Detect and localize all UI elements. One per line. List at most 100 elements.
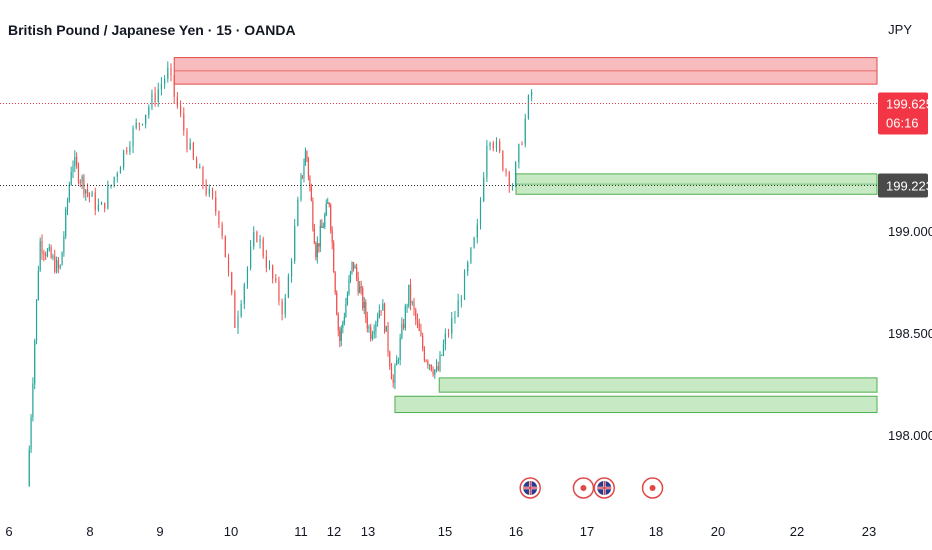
candle-body [48, 246, 50, 250]
candle-body [399, 337, 401, 360]
candle-body [205, 184, 207, 195]
candle-body [403, 323, 405, 328]
candle-body [349, 271, 352, 280]
candle-body [138, 122, 140, 125]
candle-body [240, 303, 242, 316]
zones-layer [173, 57, 878, 414]
candle-body [65, 209, 67, 237]
candle-body [309, 176, 311, 188]
candle-body [396, 360, 398, 366]
candle-body [416, 319, 419, 323]
price-badges-layer: 199.625 06:16 199.223 [878, 92, 932, 198]
candle-body [94, 192, 96, 211]
support-zone[interactable] [438, 377, 878, 393]
candle-body [473, 237, 475, 248]
chart-title: British Pound / Japanese Yen · 15 · OAND… [8, 22, 296, 38]
candle-body [435, 366, 438, 370]
candle-body [77, 164, 80, 182]
candle-body [427, 361, 429, 366]
candle-body [430, 364, 432, 371]
candle-body [189, 143, 191, 150]
price-axis[interactable]: 199.000 198.500 198.000 [888, 224, 932, 443]
candle-body [126, 150, 128, 152]
candle-body [208, 188, 210, 195]
dot-icon[interactable] [641, 477, 664, 499]
candle-body [508, 172, 510, 187]
candle-body [444, 333, 446, 345]
candle-body [397, 359, 400, 361]
candle-body [304, 151, 307, 166]
candle-body [154, 93, 156, 103]
candle-body [357, 277, 359, 293]
time-axis[interactable]: 6 8 9 10 11 12 13 15 16 17 18 20 22 23 [5, 524, 876, 539]
candle-body [378, 310, 380, 318]
candle-body [315, 243, 317, 258]
candle-body [499, 141, 501, 152]
candle-body [476, 224, 478, 238]
candle-body [392, 379, 394, 383]
x-tick-label: 11 [294, 524, 308, 539]
candle-body [322, 226, 324, 228]
candle-body [390, 366, 393, 380]
dot-icon[interactable] [572, 477, 595, 499]
x-tick-label: 20 [711, 524, 725, 539]
candle-body [164, 78, 166, 84]
candle-body [518, 144, 520, 163]
currency-label: JPY [888, 22, 912, 37]
candle-body [352, 261, 355, 269]
support-zone[interactable] [515, 173, 878, 195]
candle-body [57, 259, 60, 268]
candle-body [91, 192, 93, 197]
flag-icon[interactable] [519, 477, 541, 499]
candle-body [385, 325, 387, 332]
candle-body [375, 322, 377, 332]
candle-body [113, 176, 115, 185]
candle-body [294, 225, 296, 261]
candle-body [345, 304, 347, 318]
candle-body [173, 75, 175, 97]
candle-body [489, 143, 491, 146]
candle-body [454, 317, 456, 319]
candle-body [383, 303, 386, 332]
resistance-zone[interactable] [173, 57, 878, 85]
candle-body [250, 246, 252, 268]
candle-body [401, 323, 403, 338]
candle-body [179, 105, 182, 114]
candle-body [256, 231, 258, 242]
candle-body [253, 231, 255, 247]
candle-body [186, 130, 188, 150]
candle-body [307, 158, 310, 177]
candle-body [313, 228, 315, 244]
candle-body [483, 177, 485, 201]
candle-body [259, 239, 261, 242]
candle-body [502, 151, 504, 171]
candle-body [333, 242, 335, 273]
candle-body [467, 262, 469, 272]
candle-body [72, 165, 74, 172]
support-zone-box[interactable] [438, 377, 878, 393]
x-tick-label: 15 [438, 524, 452, 539]
candle-body [132, 127, 134, 147]
candle-body [524, 118, 526, 145]
candle-body [284, 297, 286, 315]
candle-body [354, 266, 356, 269]
candle-body [527, 95, 530, 119]
y-tick-label: 198.500 [888, 326, 932, 341]
candle-body [141, 124, 144, 126]
candle-body [54, 256, 56, 272]
event-dot [580, 485, 587, 491]
support-zone-box[interactable] [394, 395, 878, 414]
candle-body [451, 318, 453, 334]
candle-body [382, 303, 384, 311]
support-zone[interactable] [394, 395, 878, 414]
candle-body [218, 211, 220, 225]
candle-body [370, 327, 372, 339]
candle-body [297, 199, 299, 226]
flag-icon[interactable] [593, 477, 615, 499]
candle-body [318, 243, 320, 247]
candle-body [420, 330, 422, 336]
y-tick-label: 199.000 [888, 224, 932, 239]
candle-body [192, 143, 194, 159]
candle-body [363, 301, 365, 308]
